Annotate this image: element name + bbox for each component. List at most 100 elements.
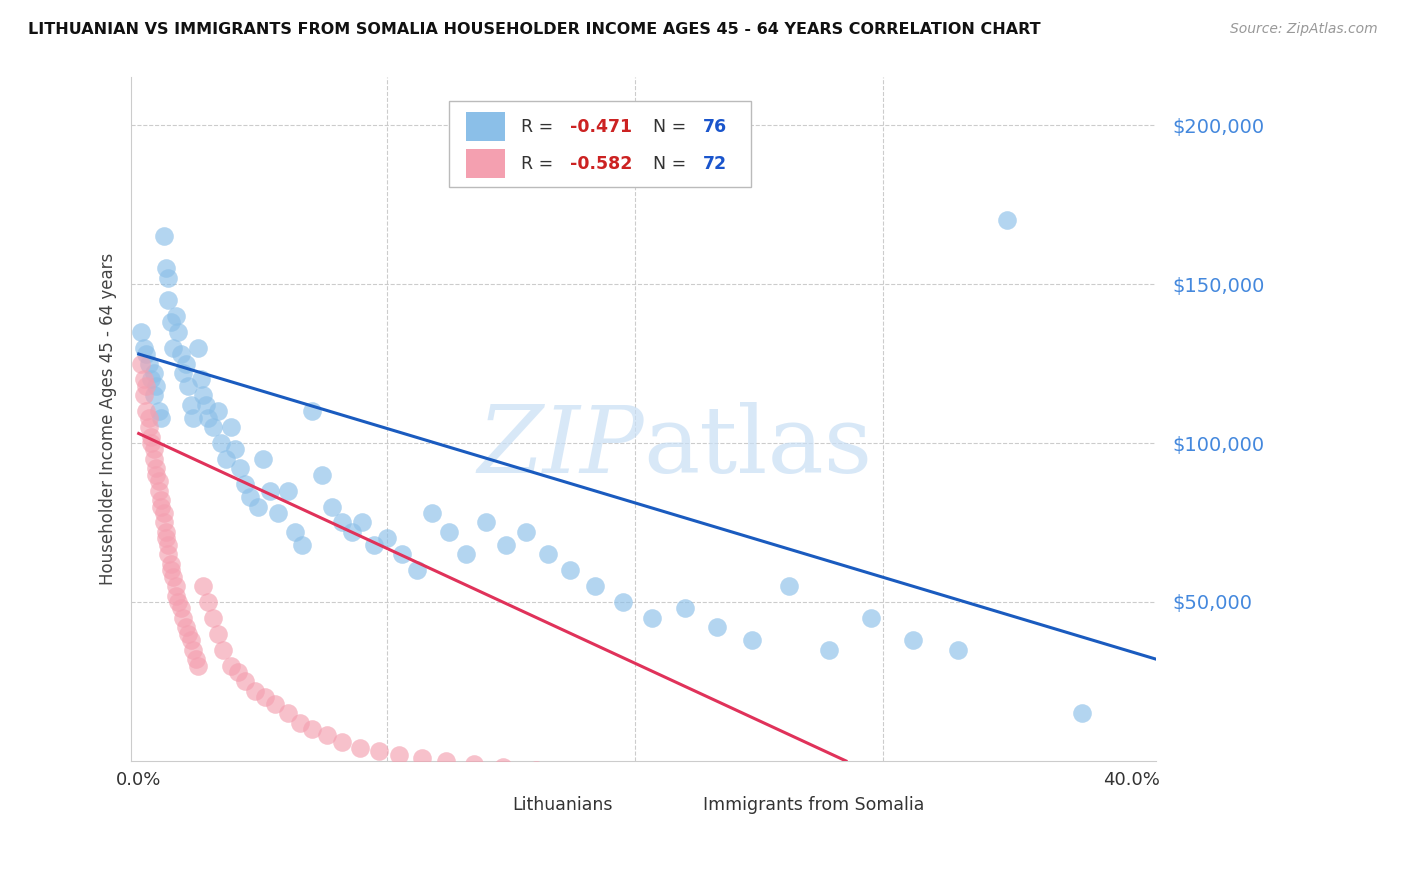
Point	[180, 633, 202, 648]
Point	[817, 642, 839, 657]
Point	[311, 467, 333, 482]
Point	[350, 516, 373, 530]
Point	[1036, 798, 1059, 813]
Point	[524, 764, 547, 778]
Point	[148, 404, 170, 418]
Point	[330, 735, 353, 749]
Point	[388, 747, 411, 762]
Point	[641, 611, 664, 625]
Point	[165, 579, 187, 593]
Point	[612, 595, 634, 609]
Point	[391, 547, 413, 561]
Point	[187, 341, 209, 355]
Point	[583, 579, 606, 593]
Point	[181, 410, 204, 425]
Point	[160, 563, 183, 577]
Point	[157, 538, 180, 552]
Text: 72: 72	[703, 154, 727, 173]
Point	[135, 379, 157, 393]
Point	[900, 792, 922, 806]
Point	[363, 538, 385, 552]
Point	[437, 524, 460, 539]
Point	[150, 493, 173, 508]
Point	[284, 524, 307, 539]
Point	[349, 741, 371, 756]
Point	[155, 532, 177, 546]
Point	[170, 347, 193, 361]
Y-axis label: Householder Income Ages 45 - 64 years: Householder Income Ages 45 - 64 years	[100, 253, 117, 585]
Point	[155, 524, 177, 539]
Point	[157, 547, 180, 561]
Point	[264, 697, 287, 711]
FancyBboxPatch shape	[659, 795, 695, 821]
Point	[291, 538, 314, 552]
Point	[995, 213, 1018, 227]
Point	[207, 404, 229, 418]
Point	[167, 325, 190, 339]
Point	[177, 626, 200, 640]
Point	[492, 760, 515, 774]
Point	[340, 524, 363, 539]
Point	[683, 780, 706, 794]
Point	[142, 442, 165, 457]
Point	[148, 474, 170, 488]
Point	[515, 524, 537, 539]
Point	[966, 795, 988, 809]
Point	[301, 404, 323, 418]
Point	[160, 315, 183, 329]
Point	[316, 729, 339, 743]
Point	[266, 506, 288, 520]
Point	[239, 490, 262, 504]
Point	[202, 611, 225, 625]
Text: LITHUANIAN VS IMMIGRANTS FROM SOMALIA HOUSEHOLDER INCOME AGES 45 - 64 YEARS CORR: LITHUANIAN VS IMMIGRANTS FROM SOMALIA HO…	[28, 22, 1040, 37]
Point	[187, 658, 209, 673]
Point	[152, 516, 174, 530]
Point	[411, 750, 433, 764]
Point	[405, 563, 427, 577]
Point	[138, 420, 160, 434]
Point	[138, 410, 160, 425]
Text: -0.471: -0.471	[569, 118, 633, 136]
Point	[288, 715, 311, 730]
Point	[420, 506, 443, 520]
Point	[145, 379, 167, 393]
Point	[190, 372, 212, 386]
Point	[184, 652, 207, 666]
Point	[167, 595, 190, 609]
Text: N =: N =	[641, 154, 692, 173]
Point	[219, 658, 242, 673]
Point	[145, 467, 167, 482]
Point	[901, 633, 924, 648]
Point	[368, 744, 391, 758]
Point	[157, 293, 180, 307]
Point	[456, 547, 478, 561]
Point	[139, 372, 162, 386]
Point	[301, 722, 323, 736]
Point	[162, 569, 184, 583]
Point	[537, 547, 560, 561]
Text: R =: R =	[520, 154, 558, 173]
Point	[259, 483, 281, 498]
Point	[226, 665, 249, 679]
Point	[165, 589, 187, 603]
Point	[172, 611, 194, 625]
Point	[162, 341, 184, 355]
Text: Source: ZipAtlas.com: Source: ZipAtlas.com	[1230, 22, 1378, 37]
Point	[172, 366, 194, 380]
Point	[132, 388, 155, 402]
Point	[778, 579, 800, 593]
Point	[207, 626, 229, 640]
Point	[132, 372, 155, 386]
Point	[321, 500, 343, 514]
Point	[235, 674, 257, 689]
Point	[174, 620, 197, 634]
Point	[706, 620, 728, 634]
Point	[142, 388, 165, 402]
Point	[252, 451, 274, 466]
Point	[193, 388, 215, 402]
Point	[434, 754, 457, 768]
Point	[245, 684, 267, 698]
Point	[946, 642, 969, 657]
Text: atlas: atlas	[644, 401, 873, 491]
Point	[277, 706, 299, 721]
